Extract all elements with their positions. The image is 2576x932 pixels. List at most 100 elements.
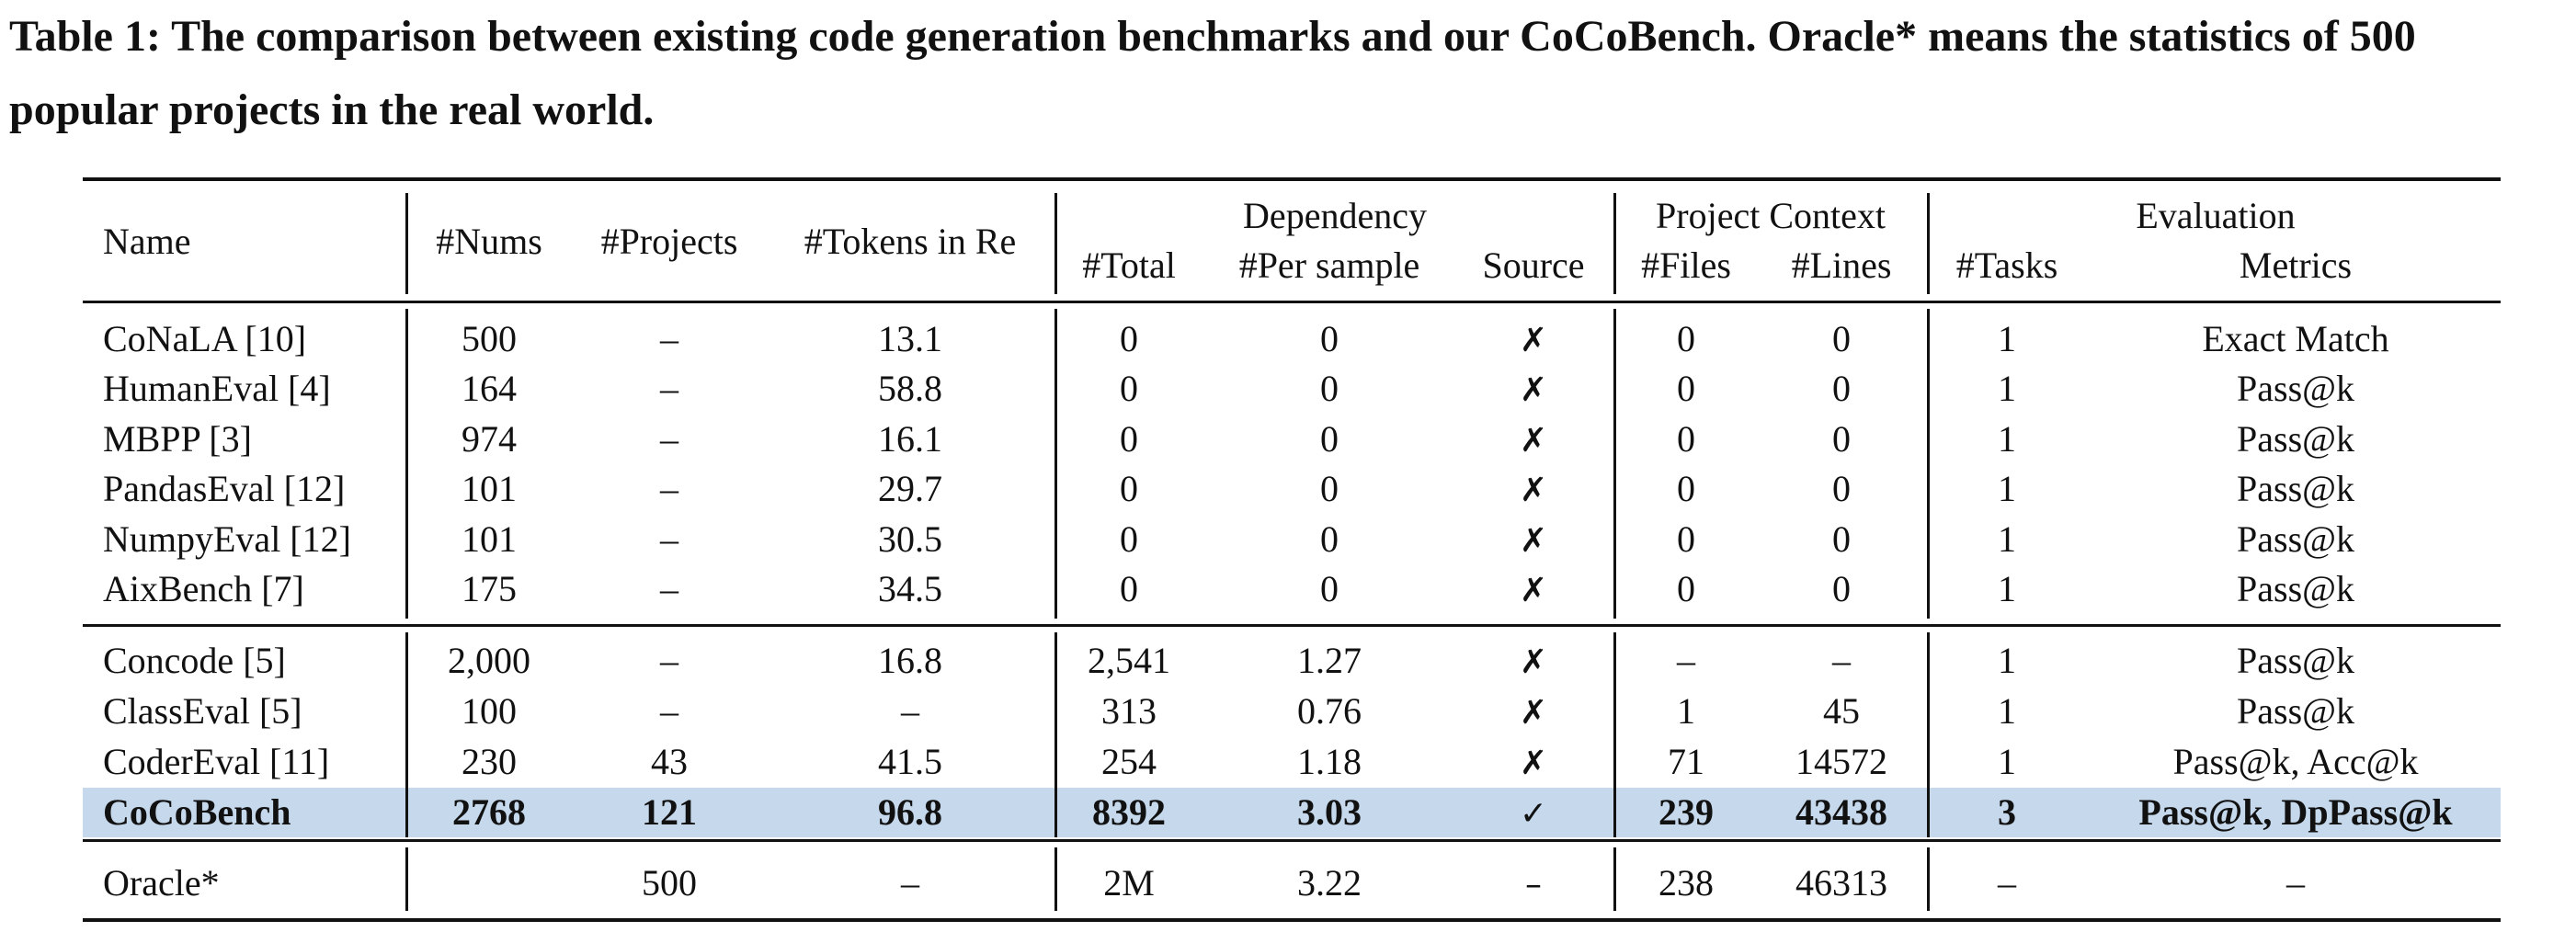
cell-tasks: 1 [1998, 468, 2016, 509]
cell-name: CoCoBench [103, 791, 291, 833]
bottom-rule [83, 918, 2501, 922]
cell-files: 0 [1677, 318, 1695, 359]
column-divider [1054, 847, 1057, 911]
cell-metrics: Pass@k [2237, 640, 2354, 681]
cell-name: CoderEval [11] [103, 741, 330, 782]
cell-lines: 14572 [1795, 741, 1887, 782]
cell-tokens: 96.8 [878, 791, 942, 833]
cell-metrics: Pass@k [2237, 468, 2354, 509]
column-divider [1054, 193, 1057, 294]
cell-total: 2M [1103, 862, 1155, 904]
cell-total: 0 [1120, 318, 1138, 359]
cell-nums: 175 [462, 568, 517, 609]
cell-per-sample: 1.18 [1297, 741, 1362, 782]
cell-per-sample: 0 [1320, 518, 1339, 560]
cell-tokens: 34.5 [878, 568, 942, 609]
cell-projects: – [660, 468, 678, 509]
group-rule [83, 624, 2501, 627]
cell-lines: 0 [1832, 418, 1851, 460]
cell-tokens: 30.5 [878, 518, 942, 560]
cell-files: 0 [1677, 418, 1695, 460]
cell-files: 0 [1677, 368, 1695, 409]
cell-name: NumpyEval [12] [103, 518, 351, 560]
column-divider [1613, 847, 1616, 911]
header-tasks: #Tasks [1955, 244, 2058, 286]
column-divider [1927, 309, 1930, 619]
cell-tokens: – [901, 690, 919, 732]
cell-projects: – [660, 368, 678, 409]
cell-tasks: 1 [1998, 318, 2016, 359]
cell-name: ClassEval [5] [103, 690, 302, 732]
cell-nums: 500 [462, 318, 517, 359]
column-divider [1927, 193, 1930, 294]
cell-source: ✗ [1519, 694, 1548, 732]
header-evaluation: Evaluation [2136, 195, 2296, 236]
header-source: Source [1482, 244, 1585, 286]
header-lines: #Lines [1791, 244, 1892, 286]
cell-projects: – [660, 690, 678, 732]
cell-metrics: Pass@k, DpPass@k [2138, 791, 2453, 833]
cell-source: ✗ [1519, 522, 1548, 560]
cell-lines: – [1832, 640, 1851, 681]
cell-total: 0 [1120, 468, 1138, 509]
cell-tasks: 1 [1998, 368, 2016, 409]
cell-files: 1 [1677, 690, 1695, 732]
cell-metrics: Pass@k [2237, 690, 2354, 732]
header-rule [83, 301, 2501, 303]
cell-source: ✗ [1519, 371, 1548, 409]
cell-tasks: 1 [1998, 741, 2016, 782]
cell-metrics: Pass@k [2237, 368, 2354, 409]
header-tokens: #Tokens in Re [804, 221, 1017, 262]
cell-metrics: Pass@k [2237, 568, 2354, 609]
cell-total: 8392 [1092, 791, 1166, 833]
cell-lines: 0 [1832, 318, 1851, 359]
cell-tokens: 16.8 [878, 640, 942, 681]
cell-per-sample: 0 [1320, 368, 1339, 409]
table-caption: Table 1: The comparison between existing… [9, 12, 2416, 134]
cell-tasks: 3 [1998, 791, 2016, 833]
header-total: #Total [1082, 244, 1176, 286]
cell-tokens: 58.8 [878, 368, 942, 409]
cell-projects: – [660, 518, 678, 560]
header-project-context: Project Context [1656, 195, 1886, 236]
cell-per-sample: 1.27 [1297, 640, 1362, 681]
column-divider [1927, 632, 1930, 837]
cell-nums: 164 [462, 368, 517, 409]
cell-lines: 45 [1823, 690, 1860, 732]
column-divider [405, 309, 408, 619]
cell-source: – [1525, 866, 1542, 904]
cell-lines: 43438 [1795, 791, 1887, 833]
cell-per-sample: 3.22 [1297, 862, 1362, 904]
cell-tokens: 41.5 [878, 741, 942, 782]
cell-metrics: Pass@k [2237, 518, 2354, 560]
cell-per-sample: 0 [1320, 418, 1339, 460]
column-divider [1054, 632, 1057, 837]
cell-total: 0 [1120, 518, 1138, 560]
cell-per-sample: 0.76 [1297, 690, 1362, 732]
cell-name: MBPP [3] [103, 418, 252, 460]
cell-total: 0 [1120, 418, 1138, 460]
cell-metrics: Pass@k, Acc@k [2172, 741, 2419, 782]
cell-total: 254 [1101, 741, 1157, 782]
column-divider [405, 847, 408, 911]
cell-projects: 500 [642, 862, 697, 904]
cell-files: 239 [1658, 791, 1714, 833]
cell-per-sample: 3.03 [1297, 791, 1362, 833]
cell-projects: – [660, 640, 678, 681]
column-divider [1927, 847, 1930, 911]
cell-nums: 100 [462, 690, 517, 732]
cell-total: 2,541 [1088, 640, 1170, 681]
header-name: Name [103, 221, 191, 262]
cell-nums: 974 [462, 418, 517, 460]
cell-tasks: 1 [1998, 640, 2016, 681]
cell-lines: 46313 [1795, 862, 1887, 904]
cell-source: ✗ [1519, 322, 1548, 359]
cell-nums: 230 [462, 741, 517, 782]
cell-name: PandasEval [12] [103, 468, 346, 509]
cell-lines: 0 [1832, 468, 1851, 509]
cell-per-sample: 0 [1320, 318, 1339, 359]
cell-projects: – [660, 318, 678, 359]
column-divider [405, 632, 408, 837]
cell-name: AixBench [7] [103, 568, 304, 609]
cell-name: CoNaLA [10] [103, 318, 307, 359]
